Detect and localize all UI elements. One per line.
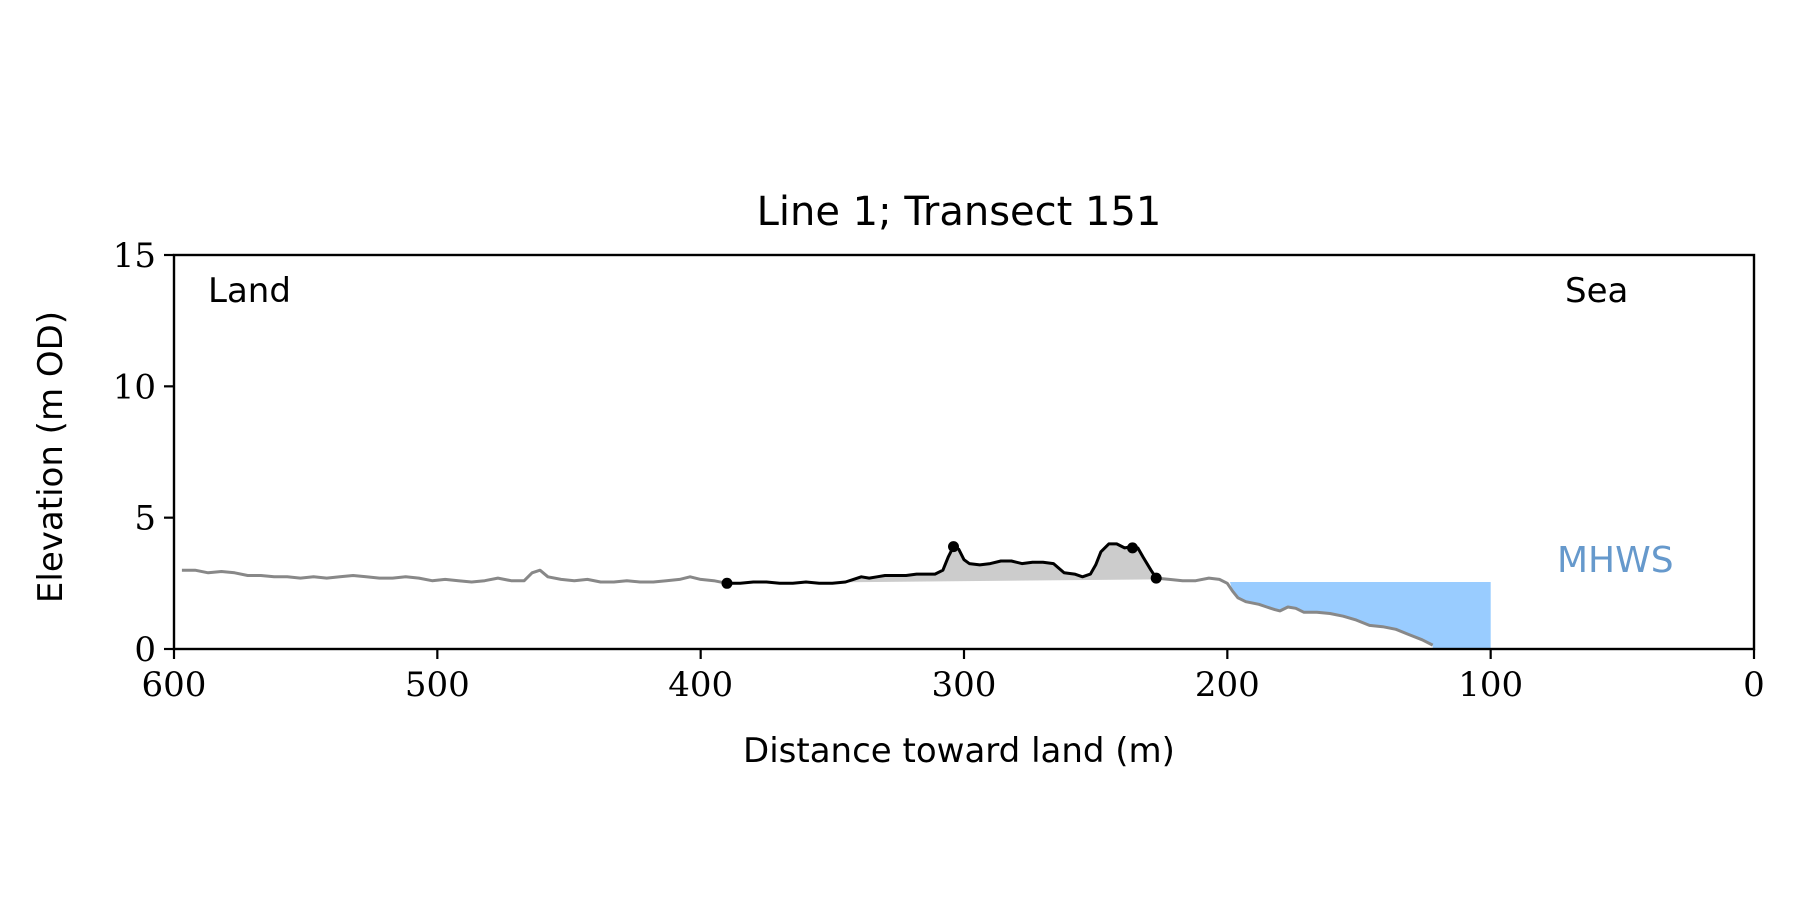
y-tick-label: 10 (113, 367, 156, 407)
dune-marker-2 (948, 541, 959, 553)
profile-line-seaward (1156, 576, 1434, 647)
sea-annotation: Sea (1565, 271, 1628, 311)
x-tick-label: 500 (405, 665, 470, 705)
plot-frame (172, 253, 1756, 651)
profile-line-landward (181, 568, 728, 585)
mhws-water-area (1230, 582, 1491, 649)
x-axis-label: Distance toward land (m) (743, 731, 1175, 771)
dune-marker-1 (721, 577, 733, 589)
axis-ticks: 600 500 400 300 200 100 0 0 5 10 15 (113, 236, 1765, 705)
dune-marker-3 (1127, 542, 1138, 554)
mhws-annotation: MHWS (1557, 540, 1674, 581)
land-annotation: Land (208, 271, 291, 311)
x-tick-label: 600 (142, 665, 207, 705)
dune-profile-line (727, 542, 1158, 585)
y-axis-label: Elevation (m OD) (31, 311, 71, 603)
x-tick-label: 0 (1743, 665, 1765, 705)
x-tick-label: 300 (932, 665, 997, 705)
y-tick-label: 5 (134, 499, 156, 539)
x-tick-label: 200 (1195, 665, 1260, 705)
x-tick-label: 400 (668, 665, 733, 705)
plot-area (181, 541, 1491, 649)
dune-marker-4 (1150, 572, 1162, 584)
y-tick-label: 0 (134, 630, 156, 670)
chart-title: Line 1; Transect 151 (757, 189, 1162, 235)
y-tick-label: 15 (113, 236, 156, 276)
dune-volume-fill (727, 543, 1157, 584)
x-tick-label: 100 (1458, 665, 1523, 705)
